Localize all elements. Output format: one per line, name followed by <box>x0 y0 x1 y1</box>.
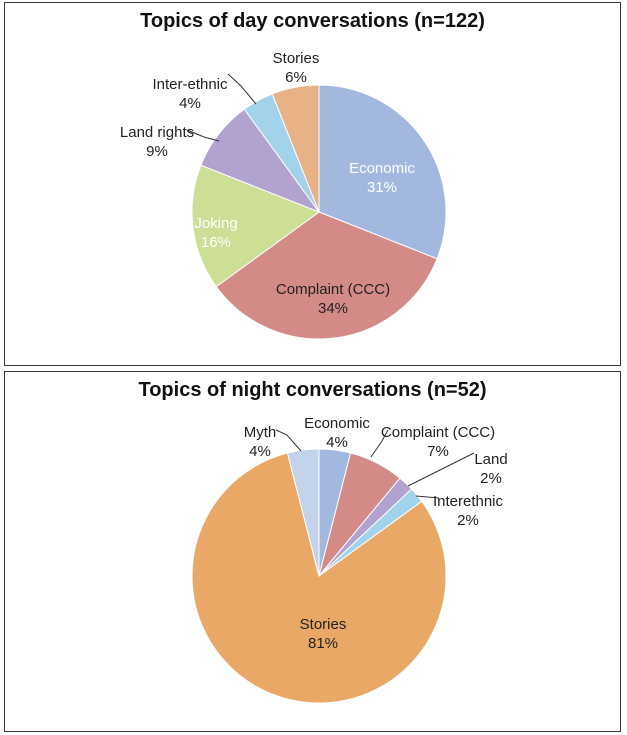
night-label-complaint-ccc: Complaint (CCC) <box>381 424 495 441</box>
day-pie-chart: Economic 31% Complaint (CCC) 34% Joking 16% La… <box>120 50 447 340</box>
night-slice-stories <box>191 452 447 704</box>
night-chart-title: Topics of night conversations (n=52) <box>138 379 487 401</box>
day-label-complaint-ccc: Complaint (CCC) <box>276 281 390 298</box>
day-slice-complaint-ccc <box>215 211 438 340</box>
day-value-complaint-ccc: 34% <box>318 300 348 317</box>
night-value-myth: 4% <box>249 443 271 460</box>
night-leader-line-complaint-ccc <box>370 429 389 458</box>
day-label-stories: Stories <box>273 50 320 67</box>
day-slice-economic <box>318 84 447 260</box>
night-label-land: Land <box>474 451 507 468</box>
day-value-land-rights: 9% <box>146 143 168 160</box>
day-leader-line-inter-ethnic <box>227 73 257 105</box>
night-leader-line-land <box>407 452 475 487</box>
day-leader-line-land-rights <box>186 129 220 142</box>
night-label-stories: Stories <box>300 616 347 633</box>
day-label-joking: Joking <box>194 215 237 232</box>
night-value-interethnic: 2% <box>457 512 479 529</box>
day-label-inter-ethnic: Inter-ethnic <box>152 76 228 93</box>
night-label-myth: Myth <box>244 424 277 441</box>
night-slice-myth <box>286 448 320 577</box>
night-value-economic: 4% <box>326 434 348 451</box>
night-leader-line-interethnic <box>415 495 440 499</box>
night-label-economic: Economic <box>304 415 370 432</box>
day-slice-stories <box>271 84 320 213</box>
night-label-interethnic: Interethnic <box>433 493 504 510</box>
day-value-economic: 31% <box>367 179 397 196</box>
day-value-inter-ethnic: 4% <box>179 95 201 112</box>
night-chart-panel: Topics of night conversations (n=52) Eco… <box>4 371 621 732</box>
night-value-stories: 81% <box>308 635 338 652</box>
night-value-land: 2% <box>480 470 502 487</box>
day-label-land-rights: Land rights <box>120 124 194 141</box>
day-label-economic: Economic <box>349 160 415 177</box>
day-slice-joking <box>191 164 321 288</box>
night-leader-line-myth <box>275 429 302 452</box>
night-pie-chart: Economic 4% Complaint (CCC) 7% Land 2% Interet… <box>191 415 508 704</box>
day-chart-panel: Topics of day conversations (n=122) Econ… <box>4 2 621 366</box>
night-value-complaint-ccc: 7% <box>427 443 449 460</box>
day-value-joking: 16% <box>201 234 231 251</box>
day-chart-title: Topics of day conversations (n=122) <box>140 10 485 32</box>
day-value-stories: 6% <box>285 69 307 86</box>
